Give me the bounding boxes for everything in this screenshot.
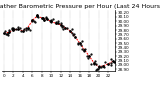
Title: Milwaukee Weather Barometric Pressure per Hour (Last 24 Hours): Milwaukee Weather Barometric Pressure pe… <box>0 4 160 9</box>
